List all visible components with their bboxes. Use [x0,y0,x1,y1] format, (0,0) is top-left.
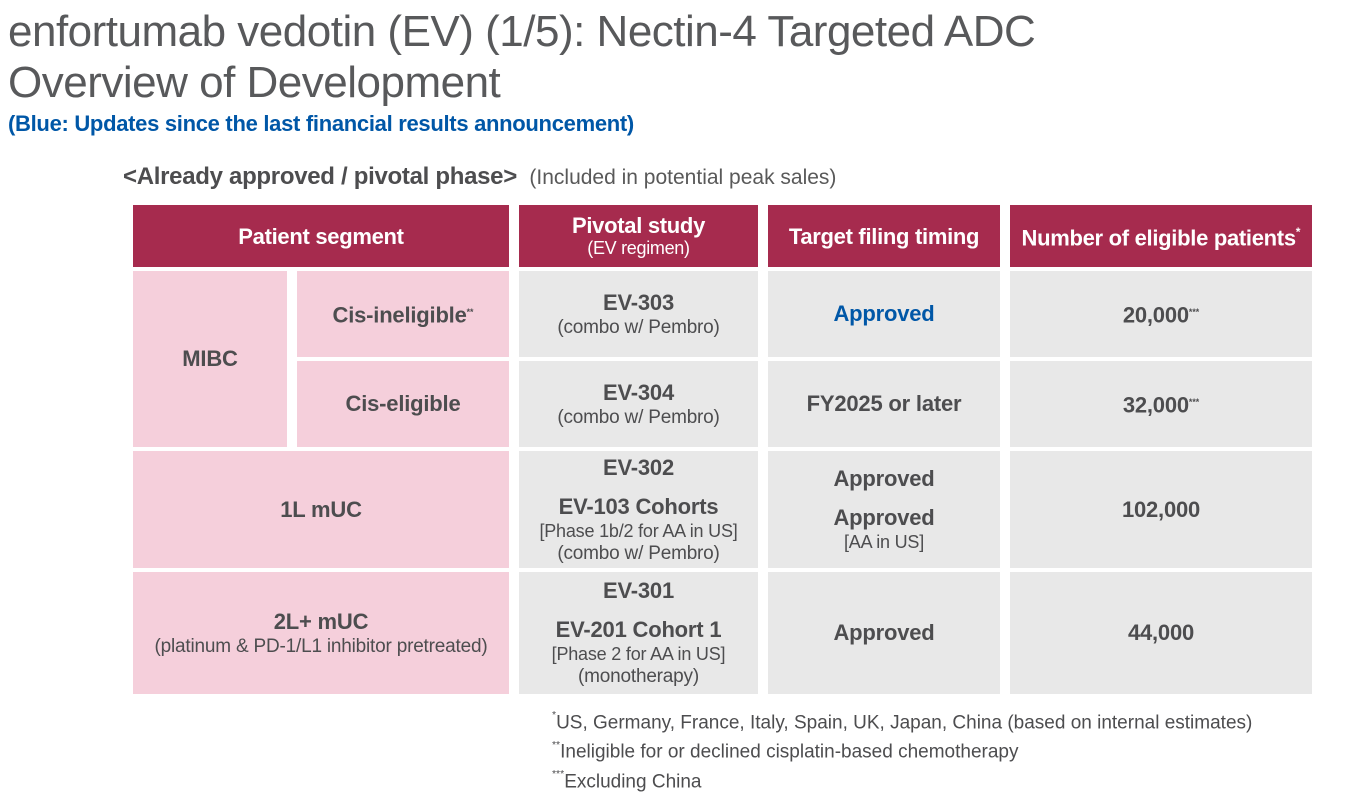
header-patient-segment-label: Patient segment [238,223,404,249]
filing-note: [AA in US] [843,532,925,552]
cell-patients-2l-muc: 44,000 [1010,572,1312,694]
page-title-line2: Overview of Development [8,58,501,107]
footnote-cis-ineligible: **Ineligible for or declined cisplatin-b… [552,735,1347,764]
header-eligible-patients-footnote-mark: * [1295,224,1301,239]
cell-patients-ev304: 32,000*** [1010,361,1312,447]
filing-status: Approved [833,620,935,645]
slide: enfortumab vedotin (EV) (1/5): Nectin-4 … [0,6,1347,807]
footnote-eligible-patients: *US, Germany, France, Italy, Spain, UK, … [552,706,1347,735]
patients-count: 44,000 [1127,620,1195,645]
cell-filing-ev304: FY2025 or later [768,361,1000,447]
page-subtitle: (Blue: Updates since the last financial … [8,111,634,136]
study-regimen: (combo w/ Pembro) [557,406,720,428]
segment-label: Cis-eligible [345,391,461,416]
study-name: EV-303 [603,289,674,315]
section-heading-title: <Already approved / pivotal phase> [123,163,517,190]
cell-segment-2l-muc: 2L+ mUC (platinum & PD-1/L1 inhibitor pr… [133,572,509,694]
segment-label: 1L mUC [280,496,362,522]
segment-sublabel: (platinum & PD-1/L1 inhibitor pretreated… [154,635,488,657]
cell-segment-cis-eligible: Cis-eligible [297,361,509,447]
study-name-secondary: EV-201 Cohort 1 [555,617,722,642]
page-title-line1: enfortumab vedotin (EV) (1/5): Nectin-4 … [8,7,1036,56]
filing-status: Approved [833,466,935,491]
patients-footnote-mark: *** [1188,306,1200,317]
study-regimen: (combo w/ Pembro) [557,542,720,564]
patients-count: 32,000 [1122,392,1189,418]
header-pivotal-study-label: Pivotal study [571,213,706,238]
filing-status: Approved [833,301,935,326]
section-heading: <Already approved / pivotal phase> (Incl… [123,163,1347,191]
filing-status: FY2025 or later [806,391,962,416]
cell-patients-ev303: 20,000*** [1010,271,1312,357]
header-eligible-patients: Number of eligible patients* [1010,205,1312,267]
filing-status-secondary: Approved [833,505,935,530]
study-name: EV-301 [603,578,674,603]
study-regimen: (monotherapy) [578,666,699,687]
footnote-text: Ineligible for or declined cisplatin-bas… [560,741,1019,763]
cell-filing-ev303: Approved [768,271,1000,357]
cell-patients-1l-muc: 102,000 [1010,451,1312,568]
footnote-mark: ** [552,739,561,751]
study-phase-note: [Phase 1b/2 for AA in US] [539,520,738,541]
header-target-filing-timing: Target filing timing [768,205,1000,267]
table-row-mibc-cis-eligible: Cis-eligible EV-304 (combo w/ Pembro) FY… [133,361,1312,447]
table-header-row: Patient segment Pivotal study (EV regime… [133,205,1312,267]
footnote-mark: *** [552,769,565,781]
table-row-mibc-cis-ineligible: MIBC Cis-ineligible** EV-303 (combo w/ P… [133,271,1312,447]
table-row-2l-muc: 2L+ mUC (platinum & PD-1/L1 inhibitor pr… [133,572,1312,694]
header-target-filing-label: Target filing timing [788,223,980,249]
footnote-excluding-china: ***Excluding China [552,765,1347,794]
cell-study-ev302: EV-302 EV-103 Cohorts [Phase 1b/2 for AA… [519,451,758,568]
segment-group-label: MIBC [182,346,238,371]
footnote-mark: * [552,710,557,722]
cell-filing-ev302: Approved Approved [AA in US] [768,451,1000,568]
cell-filing-ev301: Approved [768,572,1000,694]
footnote-text: US, Germany, France, Italy, Spain, UK, J… [556,712,1253,734]
cell-study-ev303: EV-303 (combo w/ Pembro) [519,271,758,357]
cell-segment-cis-ineligible: Cis-ineligible** [297,271,509,357]
patients-count: 20,000 [1122,302,1189,328]
header-pivotal-study-sublabel: (EV regimen) [587,238,690,258]
segment-footnote-mark: ** [466,306,474,317]
study-name: EV-302 [603,454,674,480]
header-pivotal-study: Pivotal study (EV regimen) [519,205,758,267]
header-patient-segment: Patient segment [133,205,509,267]
development-overview-table: Patient segment Pivotal study (EV regime… [123,201,1322,698]
segment-label: Cis-ineligible [332,302,467,328]
footnote-text: Excluding China [564,770,702,792]
cell-study-ev301: EV-301 EV-201 Cohort 1 [Phase 2 for AA i… [519,572,758,694]
study-phase-note: [Phase 2 for AA in US] [551,644,726,664]
footnotes: *US, Germany, France, Italy, Spain, UK, … [552,706,1347,794]
page-title: enfortumab vedotin (EV) (1/5): Nectin-4 … [8,6,1347,108]
cell-segment-1l-muc: 1L mUC [133,451,509,568]
cell-study-ev304: EV-304 (combo w/ Pembro) [519,361,758,447]
patients-footnote-mark: *** [1188,396,1200,407]
segment-label: 2L+ mUC [273,608,369,634]
study-name-secondary: EV-103 Cohorts [558,493,719,519]
table-row-1l-muc: 1L mUC EV-302 EV-103 Cohorts [Phase 1b/2… [133,451,1312,568]
cell-segment-group-mibc: MIBC [133,271,287,447]
header-eligible-patients-label: Number of eligible patients [1021,225,1297,251]
patients-count: 102,000 [1121,496,1201,522]
study-name: EV-304 [603,379,674,405]
study-regimen: (combo w/ Pembro) [557,316,720,338]
section-heading-note: (Included in potential peak sales) [529,166,837,189]
